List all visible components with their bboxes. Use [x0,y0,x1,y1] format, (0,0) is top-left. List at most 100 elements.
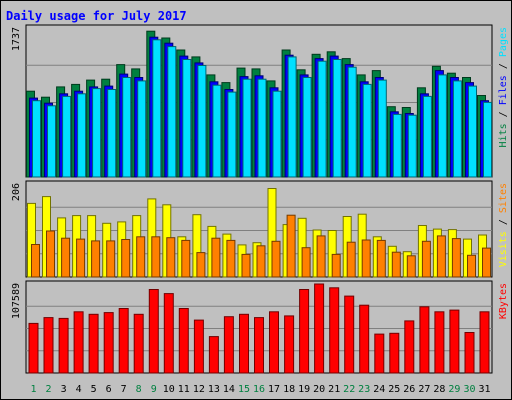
bar-kbytes-31 [479,311,490,374]
bar-kbytes-18 [284,315,295,374]
x-tick-label-17: 17 [268,384,280,395]
bar-kbytes-13 [208,336,219,374]
panel-kbytes-max-label: 107589 [11,283,22,319]
bar-kbytes-27 [419,306,430,374]
x-tick-label-12: 12 [193,384,205,395]
bar-pages-21 [332,59,342,178]
bar-kbytes-26 [404,320,415,374]
bar-pages-6 [107,89,117,178]
x-tick-label-24: 24 [373,384,385,395]
bar-sites-15 [241,253,251,278]
bar-kbytes-23 [359,304,370,374]
bar-pages-2 [47,105,56,178]
bar-sites-8 [136,236,146,278]
bar-pages-16 [257,78,267,178]
bar-sites-9 [151,236,161,278]
bar-kbytes-22 [344,295,355,374]
bar-kbytes-3 [58,317,69,374]
x-tick-label-4: 4 [76,384,82,395]
bar-sites-26 [406,255,416,278]
x-tick-label-28: 28 [433,384,445,395]
bar-pages-22 [347,66,357,178]
x-tick-label-25: 25 [388,384,400,395]
bar-kbytes-9 [148,289,159,374]
bar-kbytes-17 [269,311,279,374]
bar-kbytes-2 [43,317,54,374]
x-tick-label-5: 5 [91,384,97,395]
x-tick-label-9: 9 [151,384,157,395]
panel-kbytes-legend: KBytes [498,283,509,319]
panel-kbytes: 107589 KBytes [11,280,509,374]
bar-kbytes-29 [449,309,460,374]
x-tick-labels: 1 2 3 4 5 6 7 8 9 10 11 12 13 14 15 16 17 18 19 20 21 22 23 24 2… [30,384,490,395]
legend-sites: Sites [498,183,509,213]
legend-separator: / [498,213,509,231]
bar-pages-13 [212,84,222,178]
x-tick-label-14: 14 [223,384,235,395]
x-tick-label-1: 1 [30,384,36,395]
bar-sites-6 [106,240,116,278]
bar-pages-19 [302,77,312,178]
bar-pages-18 [287,56,297,178]
bar-pages-27 [422,95,432,178]
bar-sites-3 [61,237,71,278]
legend-kbytes: KBytes [498,283,509,319]
legend-separator: / [498,105,509,123]
bar-pages-31 [483,101,492,178]
x-tick-label-19: 19 [298,384,310,395]
bar-sites-5 [91,240,101,278]
bar-pages-26 [407,114,417,178]
bar-kbytes-10 [163,293,174,374]
bar-sites-4 [76,238,86,278]
bar-kbytes-28 [434,311,445,374]
legend-visits: Visits [498,231,509,267]
panel-hits-legend: Hits / Files / Pages [498,27,509,147]
bar-kbytes-21 [329,287,340,374]
bar-pages-11 [182,59,192,178]
x-tick-label-18: 18 [283,384,295,395]
x-tick-label-21: 21 [328,384,340,395]
bar-pages-12 [197,65,207,178]
legend-hits: Hits [498,123,509,147]
bar-kbytes-8 [133,313,144,374]
bar-pages-29 [452,80,462,178]
chart-title: Daily usage for July 2017 [6,9,187,23]
x-tick-label-27: 27 [418,384,430,395]
bar-pages-14 [227,91,237,178]
bar-pages-23 [362,83,372,178]
bar-pages-30 [468,85,477,178]
x-tick-label-30: 30 [463,384,475,395]
bar-pages-10 [167,46,177,178]
x-tick-label-20: 20 [313,384,325,395]
bar-kbytes-19 [299,289,310,374]
bar-pages-4 [77,93,87,178]
x-tick-label-13: 13 [208,384,220,395]
bar-sites-21 [331,253,341,278]
bar-sites-22 [346,241,356,278]
bar-sites-19 [301,247,311,278]
panel-visits: 206 Visits / Sites [11,180,509,278]
bar-sites-24 [376,239,386,278]
bar-sites-2 [46,230,55,278]
bar-sites-20 [316,235,326,278]
x-tick-label-29: 29 [448,384,460,395]
x-tick-label-22: 22 [343,384,355,395]
bar-pages-24 [377,79,387,178]
bar-kbytes-4 [73,311,84,374]
bar-kbytes-14 [223,316,234,374]
bar-kbytes-24 [374,333,385,374]
panel-visits-legend: Visits / Sites [498,183,509,267]
bar-sites-10 [166,237,176,278]
x-tick-label-10: 10 [163,384,175,395]
bar-sites-13 [211,237,221,278]
bar-pages-20 [317,60,327,178]
x-tick-label-8: 8 [136,384,142,395]
x-tick-label-3: 3 [61,384,67,395]
bar-kbytes-15 [239,313,249,374]
bar-pages-8 [137,80,147,178]
bar-kbytes-1 [28,322,39,374]
x-tick-label-2: 2 [45,384,51,395]
x-tick-label-16: 16 [253,384,265,395]
bar-pages-5 [92,88,102,178]
